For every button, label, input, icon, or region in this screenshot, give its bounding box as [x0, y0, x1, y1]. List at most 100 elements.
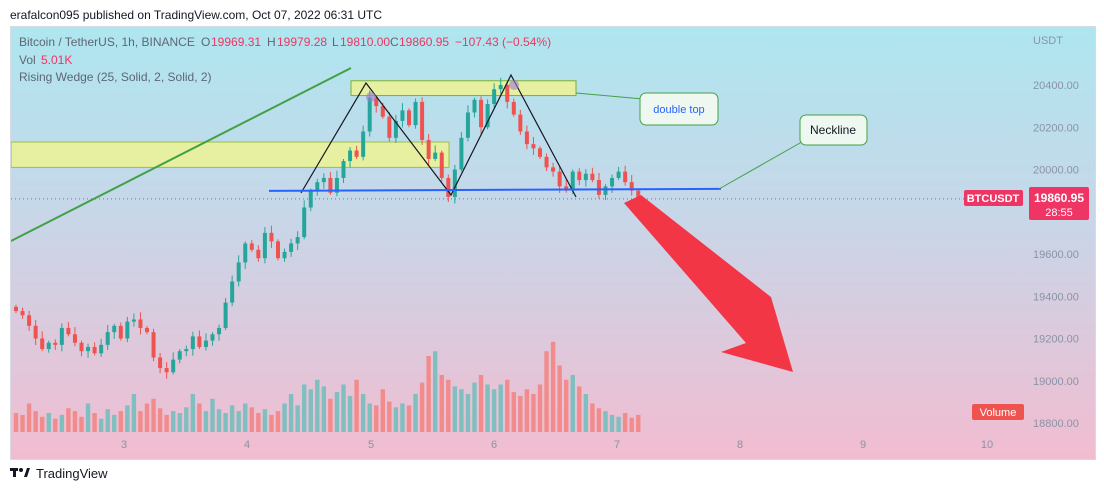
volume-bar	[622, 413, 628, 432]
candle-body	[236, 262, 241, 282]
resistance-zone	[11, 141, 450, 168]
candle-body	[518, 114, 523, 132]
candle-body	[420, 101, 425, 140]
volume-bar	[419, 382, 425, 432]
volume-bar	[374, 405, 379, 432]
candle-body	[302, 207, 307, 238]
volume-bar	[20, 414, 25, 432]
volume-bar	[452, 386, 458, 432]
callout-pointer	[575, 92, 644, 100]
volume-bar	[400, 403, 405, 432]
chart-panel[interactable]: double top Neckline Bitcoin / TetherUS, 1…	[10, 26, 1096, 460]
volume-bar	[387, 401, 392, 432]
candle-body	[538, 148, 542, 157]
volume-bar	[53, 418, 58, 432]
volume-bar	[590, 403, 595, 432]
volume-bar	[413, 394, 418, 432]
volume-bar	[472, 382, 477, 432]
candle-body	[33, 325, 38, 339]
candle-body	[544, 156, 549, 168]
volume-bar	[426, 356, 431, 432]
volume-bar	[85, 403, 91, 432]
volume-bar	[321, 386, 327, 432]
candle-body	[629, 182, 634, 191]
double-top-callout	[639, 92, 719, 126]
legend-close-label: C	[390, 35, 399, 49]
volume-bar	[138, 411, 143, 432]
candle-body	[511, 101, 516, 115]
candle-body	[197, 336, 202, 347]
candle-body	[223, 302, 228, 328]
legend-open-label: O	[201, 35, 210, 49]
volume-bar	[164, 414, 169, 432]
volume-bar	[596, 408, 602, 432]
volume-bar	[328, 398, 333, 432]
volume-bar	[79, 416, 84, 432]
double-top-zone	[350, 80, 577, 97]
candle-body	[446, 177, 451, 197]
time-axis[interactable]: 3 4 5 6 7 8 9 10	[121, 439, 993, 451]
volume-bar	[190, 394, 196, 432]
candle-body	[86, 346, 91, 352]
legend-open-value: 19969.31	[211, 35, 261, 49]
candle-body	[564, 186, 569, 191]
candle-body	[623, 171, 628, 183]
volume-bar	[393, 407, 399, 432]
volume-bar	[72, 411, 78, 432]
volume-bar	[282, 403, 287, 432]
candle-body	[40, 338, 45, 350]
volume-bar	[295, 405, 300, 432]
volume-bar	[13, 413, 19, 432]
candle-body	[184, 349, 189, 352]
candle-body	[459, 137, 464, 170]
volume-bar	[334, 392, 340, 432]
time-tick-label: 5	[368, 439, 374, 451]
volume-bar	[315, 379, 320, 432]
volume-bar	[269, 414, 274, 432]
legend-vol-value: 5.01K	[41, 53, 72, 67]
top-marker	[509, 80, 519, 90]
volume-bar	[347, 395, 353, 432]
price-tick-label: 19600.00	[1033, 249, 1079, 261]
volume-bar	[511, 392, 516, 432]
volume-bar	[171, 411, 176, 432]
candle-body	[190, 336, 195, 350]
candle-body	[616, 171, 621, 178]
candle-body	[341, 161, 346, 178]
candle-body	[400, 110, 405, 121]
candle-body	[118, 325, 123, 339]
volume-bar	[275, 411, 281, 432]
symbol-tag-bg	[964, 190, 1023, 206]
volume-bar	[302, 384, 307, 432]
price-tag-value: 19860.95	[1034, 191, 1084, 205]
candle-body	[158, 357, 163, 369]
candle-body	[210, 334, 215, 341]
price-axis[interactable]: USDT 20400.0020200.0020000.0019800.00196…	[1033, 35, 1079, 430]
legend-indicator: Rising Wedge (25, Solid, 2, Solid, 2)	[19, 70, 212, 84]
volume-bar	[544, 351, 549, 432]
volume-bar	[459, 389, 464, 432]
volume-bar	[236, 411, 241, 432]
candle-body	[177, 351, 182, 360]
drawings-layer[interactable]: double top Neckline	[11, 67, 868, 372]
volume-bar	[485, 384, 490, 432]
bearish-arrow	[624, 195, 799, 372]
candle-body	[472, 99, 477, 113]
price-chart[interactable]: double top Neckline Bitcoin / TetherUS, 1…	[11, 27, 1095, 459]
volume-bar	[157, 408, 163, 432]
candle-body	[99, 344, 104, 354]
volume-bar	[243, 403, 248, 432]
volume-bar	[26, 403, 32, 432]
volume-bar	[249, 407, 254, 432]
volume-bar	[33, 411, 38, 432]
volume-bar	[564, 379, 569, 432]
volume-bar	[144, 403, 150, 432]
candle-body	[583, 173, 588, 181]
candle-body	[531, 144, 536, 149]
candle-body	[407, 110, 411, 126]
volume-bar	[229, 405, 235, 432]
volume-bar	[131, 394, 137, 432]
candle-body	[27, 315, 32, 326]
candle-body	[131, 319, 136, 322]
candle-body	[138, 319, 143, 328]
